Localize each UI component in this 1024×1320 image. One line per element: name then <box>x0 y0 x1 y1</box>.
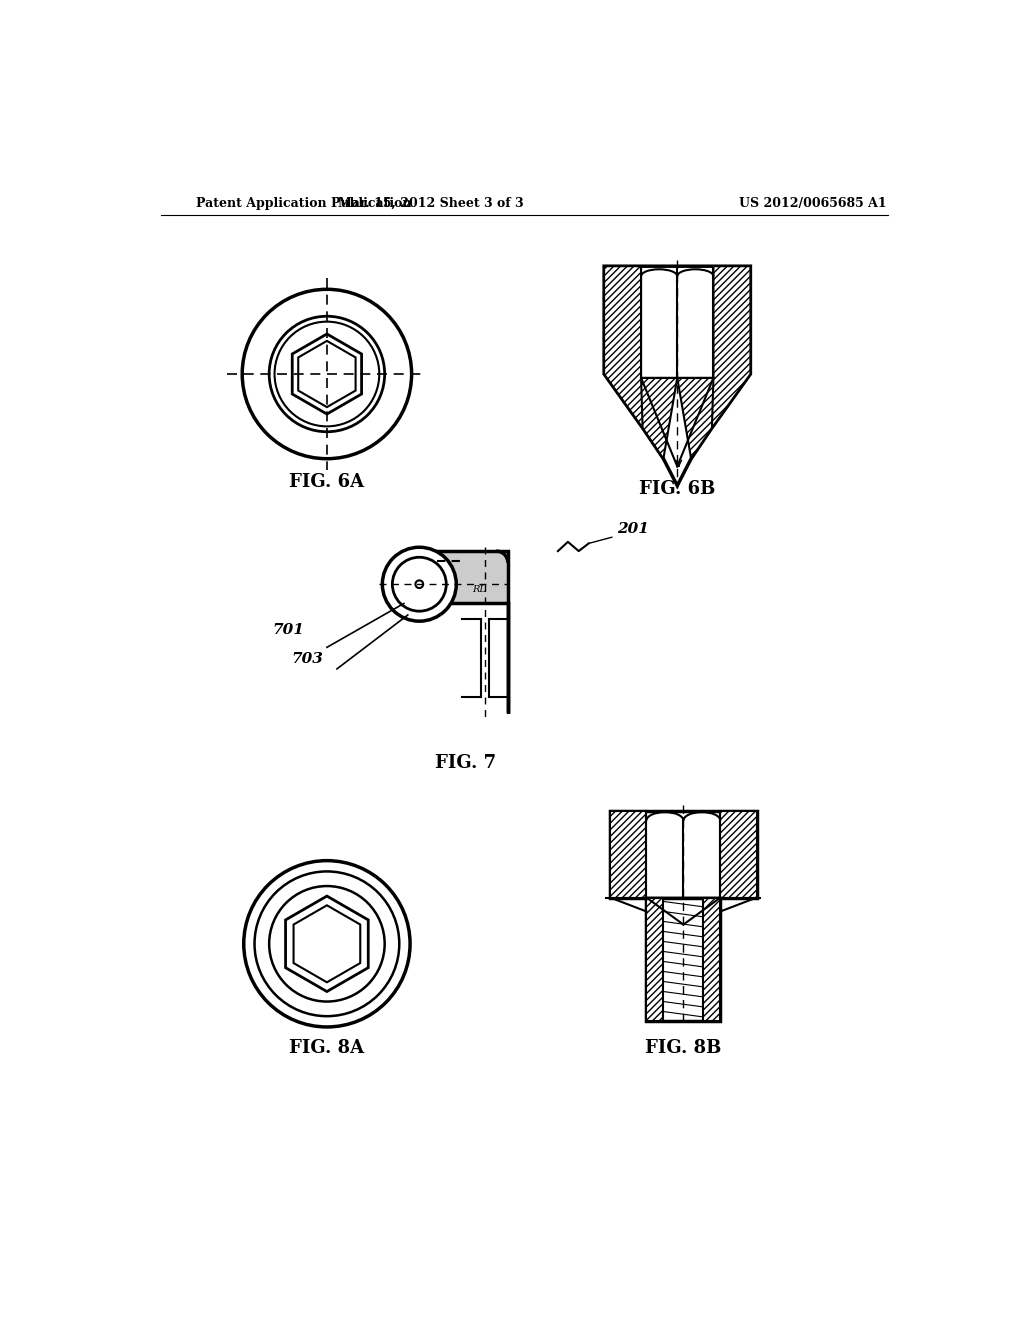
Circle shape <box>382 548 457 622</box>
Text: FIG. 6B: FIG. 6B <box>639 480 716 499</box>
Text: 201: 201 <box>617 521 649 536</box>
Polygon shape <box>437 552 508 713</box>
Text: 701: 701 <box>272 623 304 638</box>
Text: 703: 703 <box>292 652 324 665</box>
Bar <box>610 812 757 898</box>
Circle shape <box>392 557 446 611</box>
Text: Mar. 15, 2012 Sheet 3 of 3: Mar. 15, 2012 Sheet 3 of 3 <box>338 197 523 210</box>
Text: FIG. 7: FIG. 7 <box>435 754 496 772</box>
Text: Patent Application Publication: Patent Application Publication <box>196 197 412 210</box>
Text: FIG. 8B: FIG. 8B <box>645 1039 722 1057</box>
Polygon shape <box>604 267 751 486</box>
Polygon shape <box>691 267 751 459</box>
Polygon shape <box>703 898 720 1020</box>
Polygon shape <box>294 906 360 982</box>
Polygon shape <box>677 378 714 459</box>
Text: FIG. 6A: FIG. 6A <box>290 473 365 491</box>
Polygon shape <box>286 896 369 991</box>
Text: US 2012/0065685 A1: US 2012/0065685 A1 <box>739 197 887 210</box>
Text: RL: RL <box>472 585 486 594</box>
Polygon shape <box>610 812 646 898</box>
Polygon shape <box>641 378 677 459</box>
Circle shape <box>416 581 423 589</box>
Text: FIG. 8A: FIG. 8A <box>290 1039 365 1057</box>
Polygon shape <box>720 812 757 898</box>
Polygon shape <box>646 898 664 1020</box>
Bar <box>646 898 720 1020</box>
Polygon shape <box>604 267 664 459</box>
